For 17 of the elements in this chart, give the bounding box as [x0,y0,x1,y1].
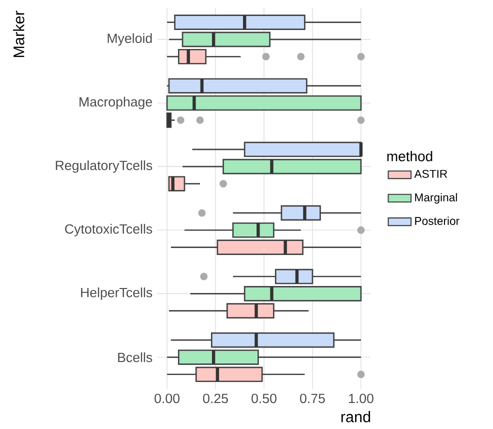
x-tick-label: 0.25 [203,394,228,404]
y-tick-label: Macrophage [80,96,152,110]
x-tick-label: 0.75 [300,394,325,404]
x-tick-label: 0.50 [252,394,276,404]
y-tick-label: CytotoxicTcells [65,224,152,236]
x-tick-label: 1.00 [349,394,374,404]
y-tick-label: HelperTcells [81,287,152,300]
legend-label: Posterior [415,216,460,225]
x-tick-label: 0.00 [154,394,180,404]
y-tick-label: Bcells [118,352,152,362]
legend-label: Marginal [415,193,457,204]
x-axis-title: rand [341,411,370,422]
y-axis-title: Marker [13,10,24,57]
y-tick-label: Myeloid [108,33,152,46]
y-tick-label: RegulatoryTcells [56,160,152,173]
legend-title: method [387,151,432,162]
legend-label: ASTIR [414,170,448,178]
